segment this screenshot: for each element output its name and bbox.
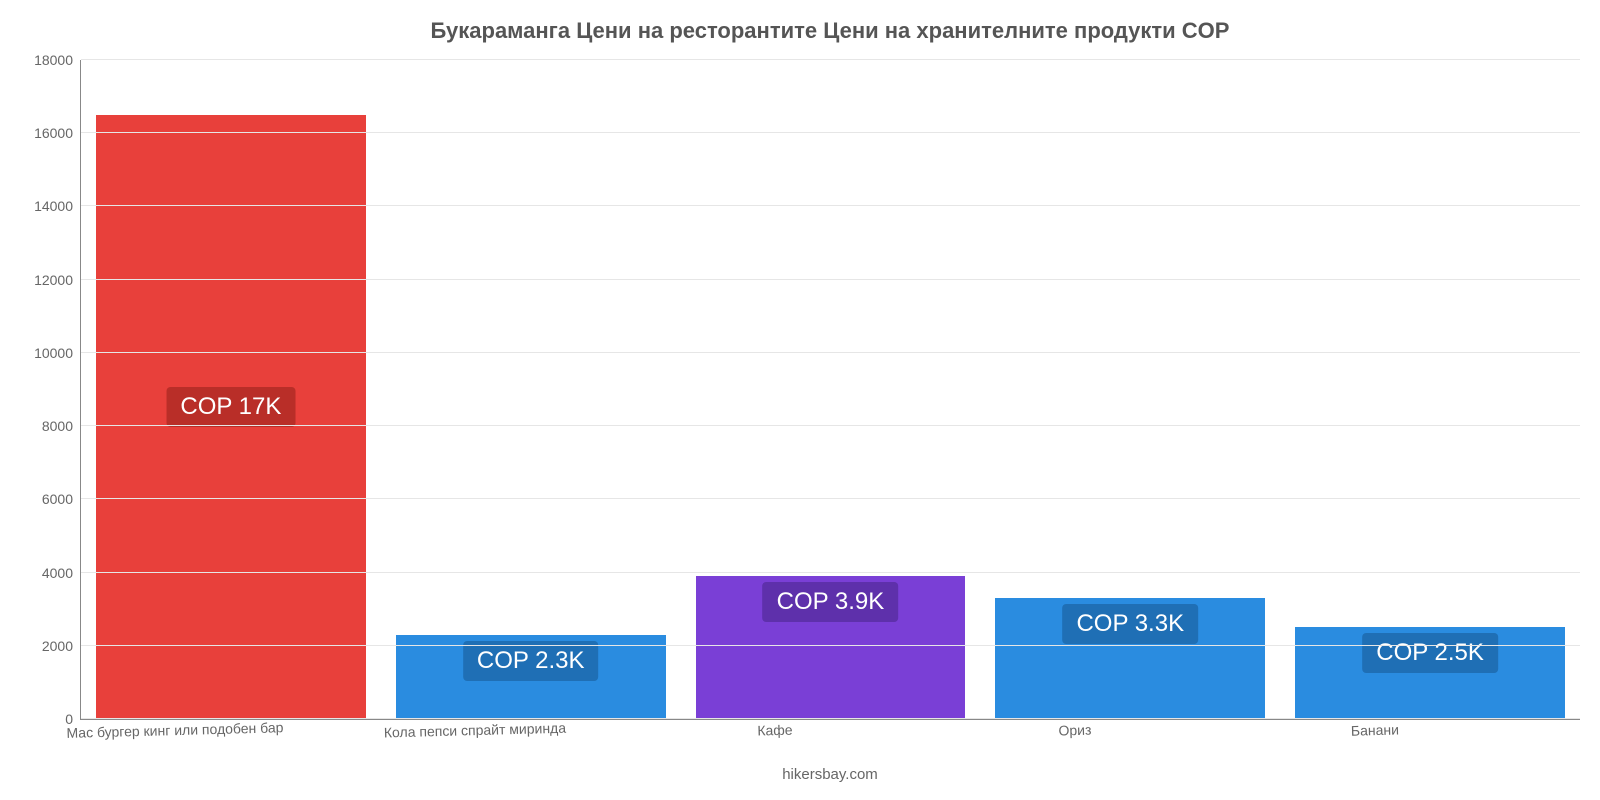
grid-line: [81, 132, 1580, 133]
y-tick-label: 4000: [42, 565, 81, 581]
bar: COP 2.5K: [1295, 627, 1565, 719]
x-tick-label: Кола пепси спрайт миринда: [325, 718, 625, 742]
grid-line: [81, 572, 1580, 573]
y-tick-label: 12000: [34, 272, 81, 288]
bar-slot: COP 2.3K: [381, 60, 681, 719]
y-tick-label: 10000: [34, 345, 81, 361]
bar-slot: COP 3.3K: [980, 60, 1280, 719]
y-tick-label: 14000: [34, 198, 81, 214]
bar-slot: COP 17K: [81, 60, 381, 719]
y-tick-label: 18000: [34, 52, 81, 68]
bar-slot: COP 3.9K: [681, 60, 981, 719]
x-tick-label: Ориз: [925, 718, 1225, 742]
grid-line: [81, 59, 1580, 60]
x-axis-labels: Мас бургер кинг или подобен барКола пепс…: [80, 726, 1580, 742]
y-tick-label: 2000: [42, 638, 81, 654]
grid-line: [81, 279, 1580, 280]
chart-container: Букараманга Цени на ресторантите Цени на…: [0, 0, 1600, 800]
value-badge: COP 3.9K: [763, 582, 899, 622]
bar: COP 3.3K: [995, 598, 1265, 719]
value-badge: COP 3.3K: [1062, 604, 1198, 644]
chart-title: Букараманга Цени на ресторантите Цени на…: [80, 18, 1580, 44]
bar-slot: COP 2.5K: [1280, 60, 1580, 719]
bar: COP 2.3K: [396, 635, 666, 719]
y-tick-label: 8000: [42, 418, 81, 434]
value-badge: COP 2.5K: [1362, 633, 1498, 673]
grid-line: [81, 205, 1580, 206]
bar: COP 3.9K: [696, 576, 966, 719]
plot-area: COP 17KCOP 2.3KCOP 3.9KCOP 3.3KCOP 2.5K …: [80, 60, 1580, 720]
value-badge: COP 17K: [166, 387, 295, 427]
grid-line: [81, 645, 1580, 646]
grid-line: [81, 425, 1580, 426]
grid-line: [81, 498, 1580, 499]
credit-text: hikersbay.com: [80, 766, 1580, 783]
bars-group: COP 17K COP 2.3K COP 3.9K COP 3.3K COP 2.5K: [81, 60, 1580, 719]
value-badge: COP 2.3K: [463, 641, 599, 681]
x-tick-label: Кафе: [625, 718, 925, 742]
y-tick-label: 6000: [42, 491, 81, 507]
grid-line: [81, 352, 1580, 353]
x-tick-label: Банани: [1225, 718, 1525, 742]
y-tick-label: 16000: [34, 125, 81, 141]
